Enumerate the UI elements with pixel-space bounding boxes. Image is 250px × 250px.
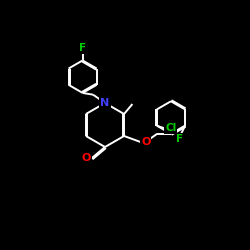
Text: O: O [141,137,150,147]
Text: O: O [82,153,91,163]
Text: N: N [100,98,110,108]
Text: Cl: Cl [165,123,176,133]
Text: F: F [79,44,86,54]
Text: F: F [176,134,184,144]
